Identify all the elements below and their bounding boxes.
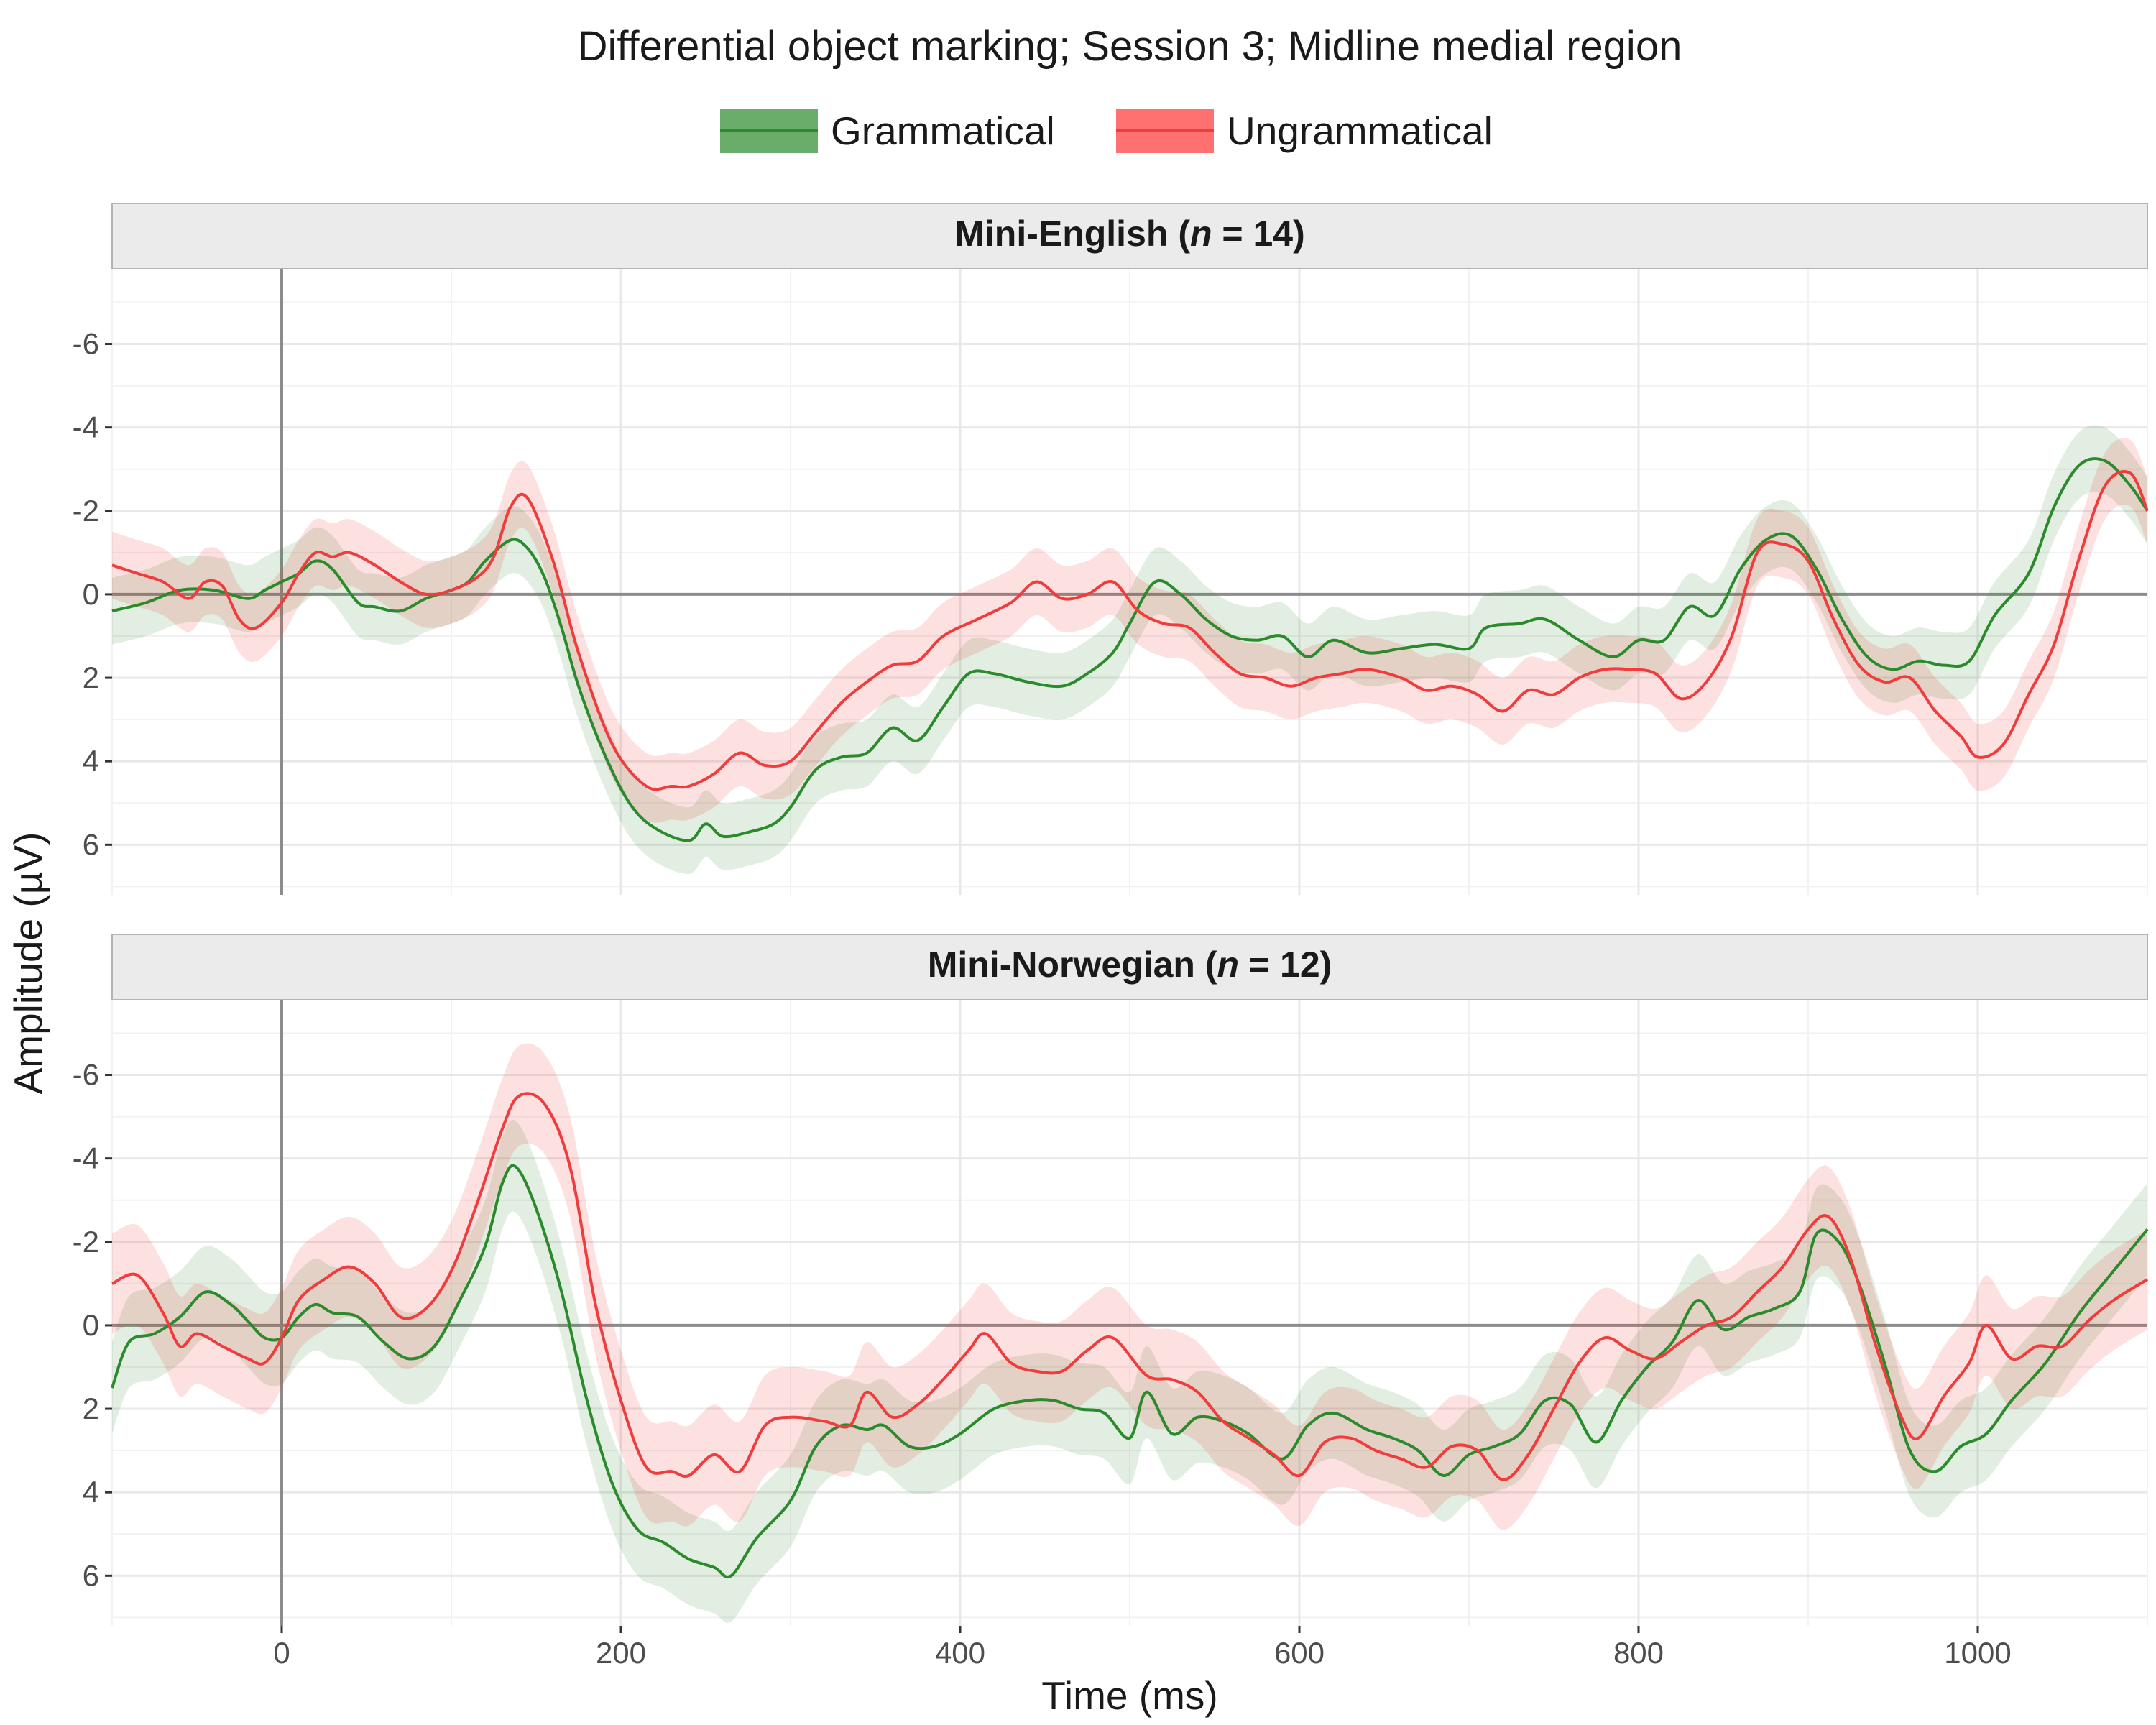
confidence-band-ungrammatical bbox=[112, 1043, 2147, 1530]
x-axis: 0 200 400 600 800 1000 bbox=[273, 1626, 2012, 1670]
x-tick-label: 600 bbox=[1274, 1636, 1325, 1670]
y-tick-label: -2 bbox=[73, 1225, 99, 1259]
y-tick-label: -4 bbox=[73, 1141, 99, 1175]
strip-label-mini-norwegian: Mini-Norwegian (n = 12) bbox=[928, 944, 1332, 985]
series-line-ungrammatical bbox=[111, 1092, 2149, 1481]
series-line-grammatical bbox=[111, 1164, 2149, 1578]
panel-mini-english: Mini-English (n = 14) 6 4 2 0 -2 -4 -6 bbox=[73, 203, 2149, 895]
y-tick-label: -2 bbox=[73, 494, 99, 528]
y-tick-label: -6 bbox=[73, 1058, 99, 1092]
strip-mini-norwegian bbox=[111, 934, 2148, 1000]
legend-item-grammatical: Grammatical bbox=[720, 109, 1055, 153]
x-tick-label: 1000 bbox=[1944, 1636, 2011, 1670]
panel-mini-norwegian: Mini-Norwegian (n = 12) 6 4 2 0 -2 -4 -6 bbox=[73, 934, 2149, 1626]
y-tick-label: -6 bbox=[73, 327, 99, 361]
plot-area-mini-norwegian: 6 4 2 0 -2 -4 -6 bbox=[73, 1000, 2149, 1626]
chart-title: Differential object marking; Session 3; … bbox=[578, 23, 1682, 70]
confidence-band-ungrammatical bbox=[112, 438, 2147, 823]
x-tick-label: 400 bbox=[935, 1636, 985, 1670]
y-tick-label: 0 bbox=[83, 577, 99, 611]
y-tick-label: 4 bbox=[83, 744, 99, 778]
series-line-ungrammatical bbox=[111, 470, 2149, 791]
plot-area-mini-english: 6 4 2 0 -2 -4 -6 bbox=[73, 269, 2149, 895]
legend-label-grammatical: Grammatical bbox=[831, 109, 1055, 153]
y-tick-label: 4 bbox=[83, 1475, 99, 1509]
x-tick-label: 0 bbox=[273, 1636, 290, 1670]
y-axis-title: Amplitude (µV) bbox=[6, 832, 50, 1095]
x-tick-label: 800 bbox=[1613, 1636, 1664, 1670]
y-tick-label: 0 bbox=[83, 1308, 99, 1342]
x-axis-title: Time (ms) bbox=[1041, 1673, 1217, 1718]
legend-label-ungrammatical: Ungrammatical bbox=[1227, 109, 1493, 153]
x-tick-label: 200 bbox=[596, 1636, 646, 1670]
legend-item-ungrammatical: Ungrammatical bbox=[1116, 109, 1493, 153]
y-tick-label: 2 bbox=[83, 661, 99, 694]
y-tick-label: 2 bbox=[83, 1392, 99, 1425]
y-tick-label: -4 bbox=[73, 410, 99, 444]
y-tick-label: 6 bbox=[83, 1558, 99, 1592]
legend: Grammatical Ungrammatical bbox=[720, 109, 1493, 153]
strip-mini-english bbox=[111, 203, 2148, 270]
confidence-band-grammatical bbox=[112, 1119, 2147, 1623]
strip-label-mini-english: Mini-English (n = 14) bbox=[954, 213, 1305, 254]
y-tick-label: 6 bbox=[83, 827, 99, 861]
